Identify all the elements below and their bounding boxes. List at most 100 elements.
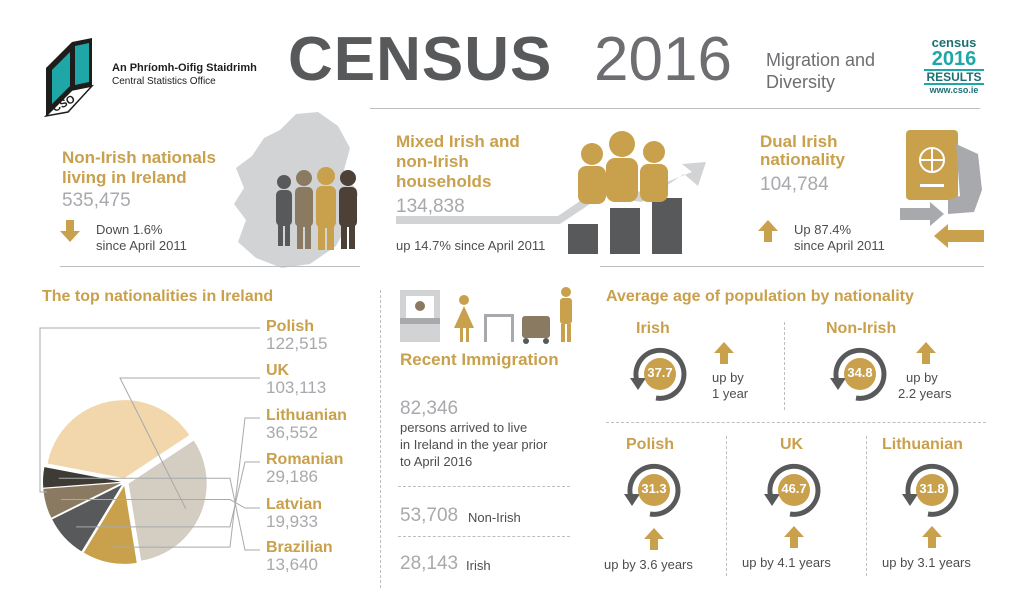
mixed-value: 134,838 — [396, 196, 465, 217]
nationality-name: Romanian — [266, 451, 344, 468]
arrow-down-icon — [60, 220, 80, 247]
non-irish-title-1: Non-Irish nationals — [62, 148, 216, 167]
age-change-uk: up by 4.1 years — [742, 555, 831, 570]
pie-slice-latvian — [43, 483, 122, 518]
census-results-badge: census 2016 RESULTS www.cso.ie — [924, 36, 984, 95]
passport-icon — [898, 130, 988, 250]
dual-change-1: Up 87.4% — [794, 222, 852, 237]
pie-leader-line — [61, 499, 260, 509]
dual-title-1: Dual Irish — [760, 132, 838, 151]
age-value: 37.7 — [647, 365, 673, 380]
divider — [380, 290, 381, 588]
pie-slice-romanian — [52, 484, 123, 552]
age-change-irish-2: 1 year — [712, 386, 749, 401]
immigration-illustration — [398, 286, 578, 346]
recent-non-irish-label: Non-Irish — [468, 510, 521, 525]
age-ring-non-irish: 34.8 — [826, 344, 890, 404]
recent-desc-1: persons arrived to live — [400, 420, 528, 435]
age-value: 46.7 — [781, 481, 807, 496]
nationality-value: 36,552 — [266, 423, 318, 442]
age-change-non-irish-1: up by — [906, 370, 938, 385]
nationalities-pie-chart — [39, 327, 260, 564]
pie-slice-uk — [128, 440, 207, 561]
arrow-up-icon — [922, 526, 942, 553]
pie-leader-line — [39, 327, 260, 493]
age-ring-uk: 46.7 — [760, 460, 824, 520]
arrow-up-icon — [644, 528, 664, 555]
nationality-name: Polish — [266, 318, 315, 335]
age-change-irish-1: up by — [712, 370, 744, 385]
pie-leader-line — [76, 461, 260, 528]
nationality-name: UK — [266, 362, 290, 379]
pie-slice-brazilian — [43, 467, 122, 488]
arrow-up-icon — [916, 342, 936, 369]
pie-leader-line — [58, 477, 260, 551]
dual-change-2: since April 2011 — [794, 238, 885, 253]
non-irish-change-1: Down 1.6% — [96, 222, 163, 237]
divider — [370, 108, 980, 109]
subtitle-line1: Migration and — [766, 50, 876, 70]
age-name-non-irish: Non-Irish — [826, 320, 897, 337]
arrow-up-icon — [714, 342, 734, 369]
divider — [866, 436, 867, 576]
people-group-icon — [270, 166, 365, 252]
pie-leader-line — [112, 417, 260, 548]
age-name-polish: Polish — [626, 436, 675, 453]
age-value: 31.3 — [641, 481, 667, 496]
nationality-value: 122,515 — [266, 334, 328, 353]
nationality-value: 29,186 — [266, 467, 318, 486]
nationality-name: Latvian — [266, 496, 323, 513]
pie-leader-line — [119, 377, 260, 509]
badge-line2: 2016 — [931, 48, 977, 70]
recent-desc-2: in Ireland in the year prior — [400, 437, 548, 452]
dual-value: 104,784 — [760, 174, 829, 195]
nationality-value: 13,640 — [266, 555, 318, 574]
age-value: 31.8 — [919, 481, 945, 496]
org-name-irish: An Phríomh-Oifig Staidrimh — [112, 62, 257, 74]
pie-slice-polish — [47, 400, 190, 479]
arrow-up-icon — [758, 220, 778, 247]
nationality-name: Brazilian — [266, 539, 333, 556]
page-title-bold: CENSUS — [288, 25, 553, 94]
mixed-title-1: Mixed Irish and — [396, 132, 520, 151]
non-irish-change-2: since April 2011 — [96, 238, 187, 253]
badge-line1: census — [931, 35, 977, 50]
divider — [600, 266, 984, 267]
age-value: 34.8 — [847, 365, 873, 380]
recent-non-irish-value: 53,708 — [400, 505, 459, 526]
subtitle-line2: Diversity — [766, 72, 836, 92]
badge-line3: RESULTS — [924, 69, 984, 85]
org-name-english: Central Statistics Office — [112, 76, 216, 87]
cso-logo: CSO — [42, 38, 104, 118]
nationality-value: 103,113 — [266, 378, 327, 397]
age-change-lithuanian: up by 3.1 years — [882, 555, 971, 570]
non-irish-value: 535,475 — [62, 190, 131, 211]
non-irish-title-2: living in Ireland — [62, 168, 187, 187]
nationality-value: 19,933 — [266, 512, 318, 531]
age-name-lithuanian: Lithuanian — [882, 436, 963, 453]
avg-age-heading: Average age of population by nationality — [606, 288, 914, 305]
recent-desc-3: to April 2016 — [400, 454, 473, 469]
nationality-name: Lithuanian — [266, 407, 347, 424]
age-ring-polish: 31.3 — [620, 460, 684, 520]
mixed-title-3: households — [396, 172, 492, 191]
divider — [398, 536, 570, 537]
divider — [60, 266, 360, 267]
divider — [398, 486, 570, 487]
age-change-non-irish-2: 2.2 years — [898, 386, 952, 401]
top-nationalities-heading: The top nationalities in Ireland — [42, 288, 274, 305]
mixed-title-2: non-Irish — [396, 152, 469, 171]
mixed-change: up 14.7% since April 2011 — [396, 238, 546, 253]
dual-title-2: nationality — [760, 150, 846, 169]
pie-slice-lithuanian — [83, 485, 137, 564]
divider — [784, 322, 785, 410]
age-change-polish: up by 3.6 years — [604, 557, 693, 572]
age-name-uk: UK — [780, 436, 804, 453]
badge-line4: www.cso.ie — [929, 85, 979, 95]
divider — [726, 436, 727, 576]
recent-immigration-heading: Recent Immigration — [400, 350, 559, 369]
rising-chart-illustration — [392, 116, 722, 256]
age-name-irish: Irish — [636, 320, 670, 337]
page-title-year: 2016 — [594, 25, 732, 94]
age-ring-lithuanian: 31.8 — [898, 460, 962, 520]
